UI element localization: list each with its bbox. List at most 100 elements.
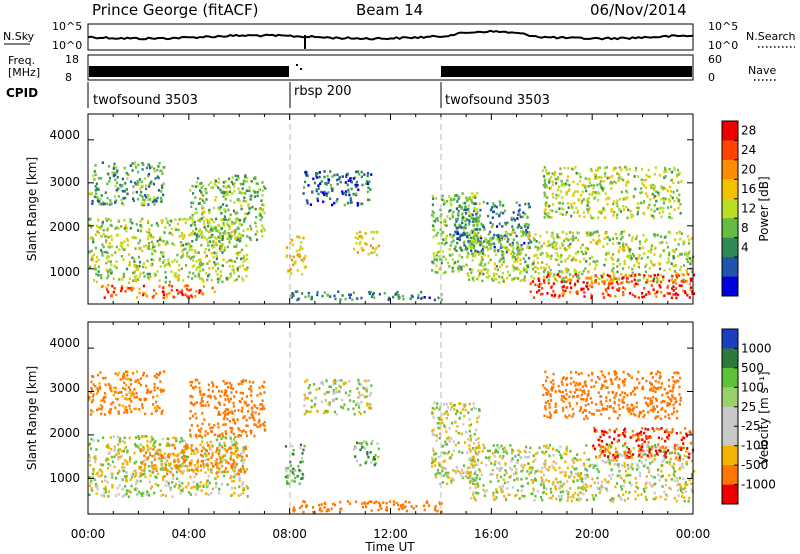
echo-cell — [149, 487, 153, 490]
echo-cell — [149, 391, 152, 394]
echo-cell — [204, 255, 207, 259]
echo-cell — [247, 211, 251, 215]
echo-cell — [208, 230, 211, 234]
echo-cell — [248, 380, 251, 384]
echo-cell — [400, 505, 403, 509]
nsky-tick-top: 10^5 — [52, 20, 82, 33]
echo-cell — [466, 218, 469, 221]
echo-cell — [202, 462, 205, 466]
echo-cell — [100, 248, 103, 252]
echo-cell — [130, 484, 133, 488]
echo-cell — [240, 409, 243, 413]
echo-cell — [297, 464, 300, 468]
echo-cell — [341, 398, 344, 402]
echo-cell — [478, 274, 481, 278]
echo-cell — [455, 217, 458, 221]
echo-cell — [307, 391, 311, 395]
echo-cell — [585, 189, 588, 193]
echo-cell — [655, 295, 658, 299]
echo-cell — [370, 442, 373, 445]
echo-cell — [611, 237, 615, 240]
echo-cell — [93, 264, 96, 267]
echo-cell — [489, 243, 492, 246]
echo-cell — [516, 259, 519, 263]
echo-cell — [361, 248, 365, 252]
echo-cell — [164, 466, 167, 470]
echo-cell — [145, 493, 148, 497]
echo-cell — [203, 465, 206, 469]
echo-cell — [151, 464, 154, 468]
echo-cell — [303, 398, 306, 401]
echo-cell — [487, 243, 490, 246]
echo-cell — [685, 269, 688, 273]
echo-cell — [211, 244, 214, 247]
echo-cell — [167, 262, 170, 266]
echo-cell — [679, 211, 682, 215]
echo-cell — [255, 182, 258, 185]
echo-cell — [153, 170, 156, 173]
echo-cell — [96, 392, 99, 395]
echo-cell — [431, 213, 434, 217]
echo-cell — [92, 393, 95, 396]
echo-cell — [524, 253, 528, 257]
echo-cell — [216, 462, 220, 466]
echo-cell — [213, 182, 216, 186]
echo-cell — [232, 209, 236, 213]
echo-cell — [244, 216, 247, 220]
echo-cell — [461, 226, 464, 230]
echo-cell — [205, 218, 209, 222]
echo-cell — [536, 261, 540, 265]
echo-cell — [142, 245, 146, 248]
echo-cell — [371, 439, 374, 443]
echo-cell — [449, 408, 453, 411]
echo-cell — [94, 185, 97, 188]
echo-cell — [637, 265, 640, 269]
echo-cell — [249, 429, 252, 433]
echo-cell — [447, 406, 450, 409]
echo-cell — [476, 191, 479, 195]
echo-cell — [452, 478, 455, 482]
echo-cell — [559, 167, 562, 170]
echo-cell — [151, 296, 154, 299]
echo-cell — [639, 201, 642, 205]
echo-cell — [230, 235, 233, 238]
echo-cell — [126, 377, 130, 381]
echo-cell — [482, 488, 485, 492]
echo-cell — [534, 494, 537, 498]
echo-cell — [218, 443, 221, 447]
echo-cell — [498, 281, 501, 284]
echo-cell — [133, 407, 136, 411]
echo-cell — [622, 493, 625, 496]
echo-cell — [672, 289, 675, 292]
echo-cell — [436, 422, 440, 425]
echo-cell — [244, 259, 247, 262]
echo-cell — [115, 181, 119, 185]
echo-cell — [245, 189, 248, 192]
echo-cell — [247, 204, 250, 208]
echo-cell — [161, 221, 164, 225]
echo-cell — [361, 393, 364, 397]
colorbar-tick-label: 8 — [741, 221, 749, 235]
echo-cell — [173, 272, 176, 275]
echo-cell — [341, 406, 345, 410]
echo-cell — [542, 183, 545, 187]
echo-cell — [649, 259, 653, 263]
echo-cell — [445, 403, 448, 406]
echo-cell — [317, 187, 320, 190]
echo-cell — [457, 213, 460, 217]
echo-cell — [304, 295, 307, 299]
echo-cell — [190, 486, 193, 490]
echo-cell — [476, 250, 480, 254]
echo-cell — [352, 177, 355, 180]
echo-cell — [134, 181, 137, 185]
echo-cell — [181, 481, 184, 485]
echo-cell — [302, 474, 305, 477]
echo-cell — [185, 458, 188, 462]
echo-cell — [581, 272, 584, 276]
echo-cell — [590, 281, 594, 285]
echo-cell — [550, 254, 553, 258]
echo-cell — [444, 220, 447, 223]
echo-cell — [668, 253, 671, 257]
echo-cell — [516, 247, 519, 251]
echo-cell — [611, 281, 614, 285]
